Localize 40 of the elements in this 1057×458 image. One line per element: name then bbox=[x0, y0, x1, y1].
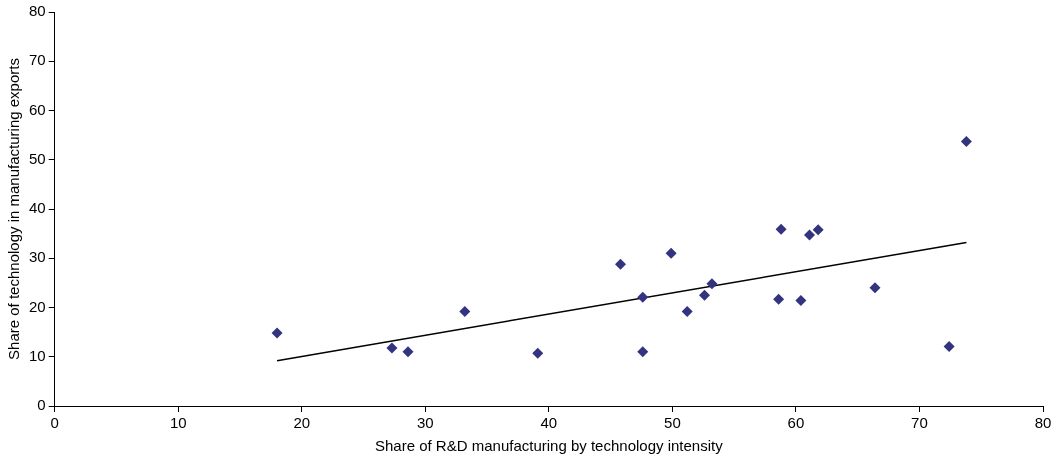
point bbox=[804, 229, 816, 241]
x-tick-label: 0 bbox=[50, 414, 59, 432]
point bbox=[637, 291, 649, 303]
x-tick-label: 70 bbox=[911, 414, 928, 432]
x-tick-label: 50 bbox=[664, 414, 681, 432]
point bbox=[812, 224, 824, 236]
point bbox=[402, 346, 414, 358]
y-tick-label: 40 bbox=[29, 199, 46, 217]
x-tick-label: 30 bbox=[416, 414, 434, 432]
point bbox=[459, 305, 471, 317]
x-tick-label: 40 bbox=[540, 414, 558, 432]
y-tick-label: 30 bbox=[29, 248, 46, 266]
x-tick-label: 20 bbox=[293, 414, 311, 432]
point bbox=[681, 305, 693, 317]
y-axis-title: Share of technology in manufacturing exports bbox=[5, 58, 23, 360]
point bbox=[699, 289, 710, 301]
y-tick-label: 50 bbox=[29, 149, 46, 167]
point bbox=[943, 340, 955, 352]
y-tick-label: 20 bbox=[29, 297, 46, 315]
y-tick-label: 60 bbox=[29, 100, 46, 118]
x-tick-label: 10 bbox=[169, 414, 187, 432]
point bbox=[773, 293, 785, 305]
y-tick-label: 70 bbox=[29, 51, 46, 69]
y-tick-label: 0 bbox=[37, 396, 46, 414]
point bbox=[665, 247, 677, 259]
point bbox=[869, 282, 881, 294]
point bbox=[795, 295, 807, 307]
point bbox=[775, 223, 787, 235]
point bbox=[960, 136, 972, 148]
x-tick-label: 80 bbox=[1034, 414, 1052, 432]
point bbox=[532, 347, 544, 359]
point bbox=[637, 346, 649, 358]
point bbox=[271, 327, 283, 339]
x-axis-title: Share of R&D manufacturing by technology intensity bbox=[374, 437, 724, 455]
x-tick-label: 60 bbox=[787, 414, 805, 432]
point bbox=[706, 278, 718, 290]
point bbox=[615, 258, 626, 270]
point bbox=[386, 342, 398, 354]
y-tick-label: 10 bbox=[29, 346, 46, 364]
y-tick-label: 80 bbox=[29, 2, 46, 20]
